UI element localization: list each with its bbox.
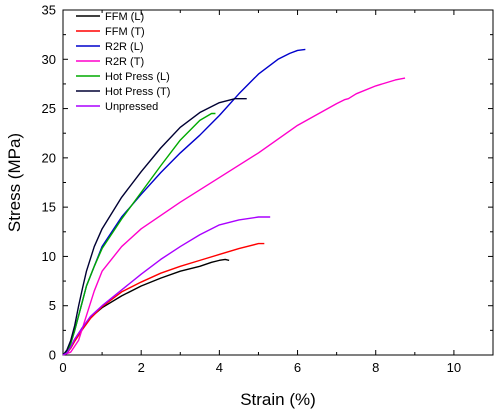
y-tick-label: 10 [42, 249, 56, 264]
x-axis-title: Strain (%) [240, 390, 316, 409]
y-tick-label: 25 [42, 101, 56, 116]
y-tick-label: 5 [49, 298, 56, 313]
y-tick-label: 30 [42, 52, 56, 67]
series-line-4 [62, 112, 216, 356]
legend-label-3: R2R (T) [105, 56, 144, 68]
series-line-5 [62, 98, 247, 356]
legend-label-4: Hot Press (L) [105, 71, 170, 83]
x-tick-label: 2 [138, 360, 145, 375]
x-tick-label: 8 [372, 360, 379, 375]
x-tick-label: 4 [216, 360, 223, 375]
y-tick-label: 15 [42, 200, 56, 215]
series-line-3 [62, 77, 406, 356]
axes: 0 2 4 6 8 10 0 5 10 15 20 25 30 35 [42, 3, 494, 375]
y-tick-label: 35 [42, 3, 56, 18]
series-layer [62, 48, 406, 356]
y-axis-title: Stress (MPa) [5, 133, 24, 232]
y-tick-label: 0 [49, 348, 56, 363]
x-tick-label: 0 [59, 360, 66, 375]
x-tick-label: 6 [294, 360, 301, 375]
y-tick-label: 20 [42, 150, 56, 165]
legend-label-5: Hot Press (T) [105, 86, 170, 98]
series-line-6 [62, 216, 271, 356]
legend-label-6: Unpressed [105, 101, 158, 113]
x-tick-label: 10 [447, 360, 461, 375]
legend-label-1: FFM (T) [105, 26, 145, 38]
legend-label-0: FFM (L) [105, 11, 144, 23]
legend-label-2: R2R (L) [105, 41, 144, 53]
legend: FFM (L) FFM (T) R2R (L) R2R (T) Hot Press (L… [76, 11, 170, 113]
